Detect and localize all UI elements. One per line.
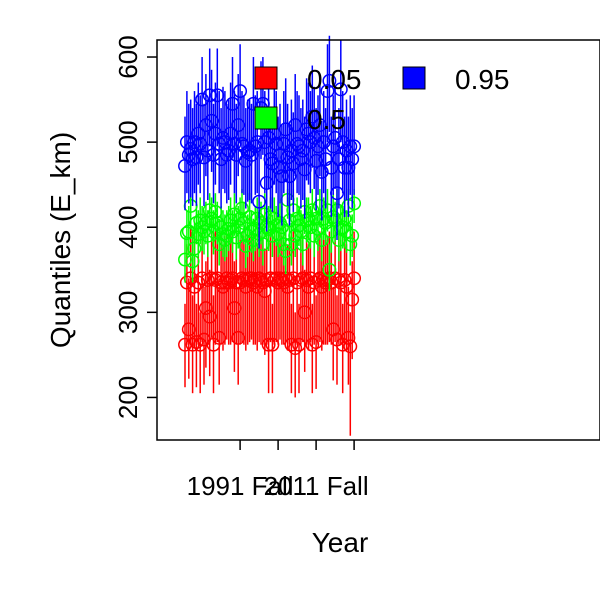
point-0.5-59 — [290, 211, 305, 226]
y-tick-label-600: 600 — [113, 35, 143, 78]
point-0.5-76 — [322, 262, 337, 277]
point-0.5-52 — [276, 237, 291, 252]
x-tick-label-2: 2011 Fall — [264, 471, 369, 501]
y-tick-label-200: 200 — [113, 376, 143, 419]
y-tick-label-400: 400 — [113, 206, 143, 249]
point-0.5-29 — [233, 211, 248, 226]
x-tick-label-0: 1991 Fall — [187, 471, 294, 501]
legend: 0.05 0.95 0.5 — [254, 64, 510, 135]
point-0.05-58 — [288, 341, 303, 356]
point-0.95-82 — [333, 82, 348, 97]
point-0.05-84 — [337, 273, 352, 287]
plot-frame — [156, 39, 600, 441]
legend-swatch-0.95 — [402, 66, 426, 90]
point-0.05-87 — [343, 339, 358, 354]
point-0.95-76 — [322, 73, 337, 88]
series-layer — [178, 35, 362, 436]
series-0.05 — [178, 227, 362, 436]
series-0.95 — [178, 35, 362, 249]
point-0.5-62 — [295, 237, 310, 252]
legend-label-0.5: 0.5 — [307, 104, 346, 135]
point-0.95-29 — [233, 84, 248, 99]
y-axis: 200 300 400 500 600 — [113, 35, 157, 419]
legend-swatch-0.5 — [254, 106, 278, 130]
point-0.5-0 — [178, 252, 192, 267]
legend-swatch-0.05 — [254, 66, 278, 90]
point-0.5-72 — [314, 233, 329, 247]
point-0.95-36 — [246, 96, 261, 111]
point-0.95-72 — [314, 164, 329, 179]
point-0.5-88 — [345, 228, 360, 243]
legend-label-0.95: 0.95 — [455, 64, 510, 95]
point-0.5-5 — [187, 241, 202, 256]
point-0.5-56 — [284, 237, 299, 252]
legend-label-0.05: 0.05 — [307, 64, 362, 95]
point-0.05-88 — [345, 292, 360, 307]
point-0.05-75 — [320, 273, 335, 287]
x-axis-label: Year — [312, 527, 369, 558]
point-0.05-5 — [187, 279, 202, 294]
point-0.95-39 — [252, 194, 267, 209]
point-0.5-30 — [235, 201, 249, 216]
point-0.05-89 — [347, 271, 362, 286]
y-tick-label-500: 500 — [113, 120, 143, 163]
point-0.95-10 — [197, 150, 211, 165]
y-axis-label: Quantiles (E_km) — [45, 132, 76, 348]
point-0.05-66 — [303, 271, 318, 286]
point-0.95-26 — [227, 136, 242, 151]
point-0.95-6 — [189, 150, 204, 165]
point-0.95-75 — [320, 84, 335, 99]
point-0.95-89 — [347, 139, 362, 154]
point-0.5-87 — [343, 237, 358, 252]
y-tick-label-300: 300 — [113, 291, 143, 334]
point-0.05-57 — [286, 271, 301, 286]
point-0.5-68 — [307, 228, 322, 243]
